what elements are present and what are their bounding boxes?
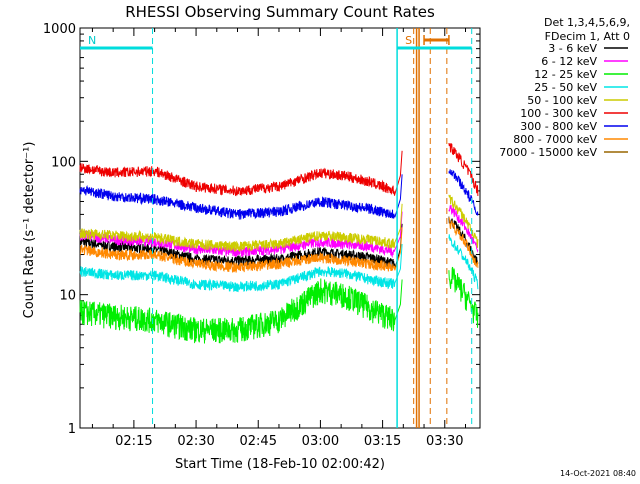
night-label: N (88, 34, 96, 47)
x-tick-label: 03:30 (426, 434, 463, 449)
y-axis-label: Count Rate (s⁻¹ detector⁻¹) (22, 142, 37, 319)
series-line (79, 174, 403, 220)
legend-item-label: 800 - 7000 keV (513, 133, 597, 146)
y-tick-label: 100 (51, 155, 76, 170)
x-tick-label: 03:15 (364, 434, 401, 449)
series-line (79, 243, 403, 293)
y-tick-label: 1000 (43, 22, 76, 37)
series-line (448, 217, 479, 268)
legend-header-line-1: Det 1,3,4,5,6,9, (544, 16, 630, 29)
series-line (79, 227, 403, 273)
series-line (79, 203, 403, 253)
saa-label: S (405, 34, 412, 47)
x-tick-label: 02:45 (240, 434, 277, 449)
legend-item-label: 7000 - 15000 keV (499, 146, 597, 159)
series-line (448, 234, 479, 290)
x-tick-label: 02:15 (115, 434, 152, 449)
series-line (79, 278, 403, 344)
legend-item-label: 300 - 800 keV (520, 120, 597, 133)
legend-item-label: 100 - 300 keV (520, 107, 597, 120)
series-line (448, 204, 479, 253)
series-line (79, 223, 403, 270)
chart-title: RHESSI Observing Summary Count Rates (125, 3, 435, 21)
legend-item-label: 50 - 100 keV (527, 94, 597, 107)
series-line (448, 266, 479, 328)
plot-frame (79, 27, 481, 429)
x-tick-label: 02:30 (177, 434, 214, 449)
legend-item-label: 12 - 25 keV (534, 68, 597, 81)
legend-item-label: 6 - 12 keV (541, 55, 597, 68)
y-tick-label: 10 (59, 289, 76, 304)
x-tick-label: 03:00 (302, 434, 339, 449)
series-line (448, 169, 479, 216)
legend-item-label: 3 - 6 keV (548, 42, 597, 55)
legend-header-line-2: FDecim 1, Att 0 (545, 30, 630, 43)
series-line (79, 150, 403, 197)
timestamp: 14-Oct-2021 08:40 (560, 469, 636, 478)
x-axis-label: Start Time (18-Feb-10 02:00:42) (175, 457, 385, 472)
y-tick-label: 1 (68, 422, 76, 437)
series-line (79, 211, 403, 259)
series-line (448, 194, 479, 248)
series-line (448, 142, 479, 197)
legend-item-label: 25 - 50 keV (534, 81, 597, 94)
